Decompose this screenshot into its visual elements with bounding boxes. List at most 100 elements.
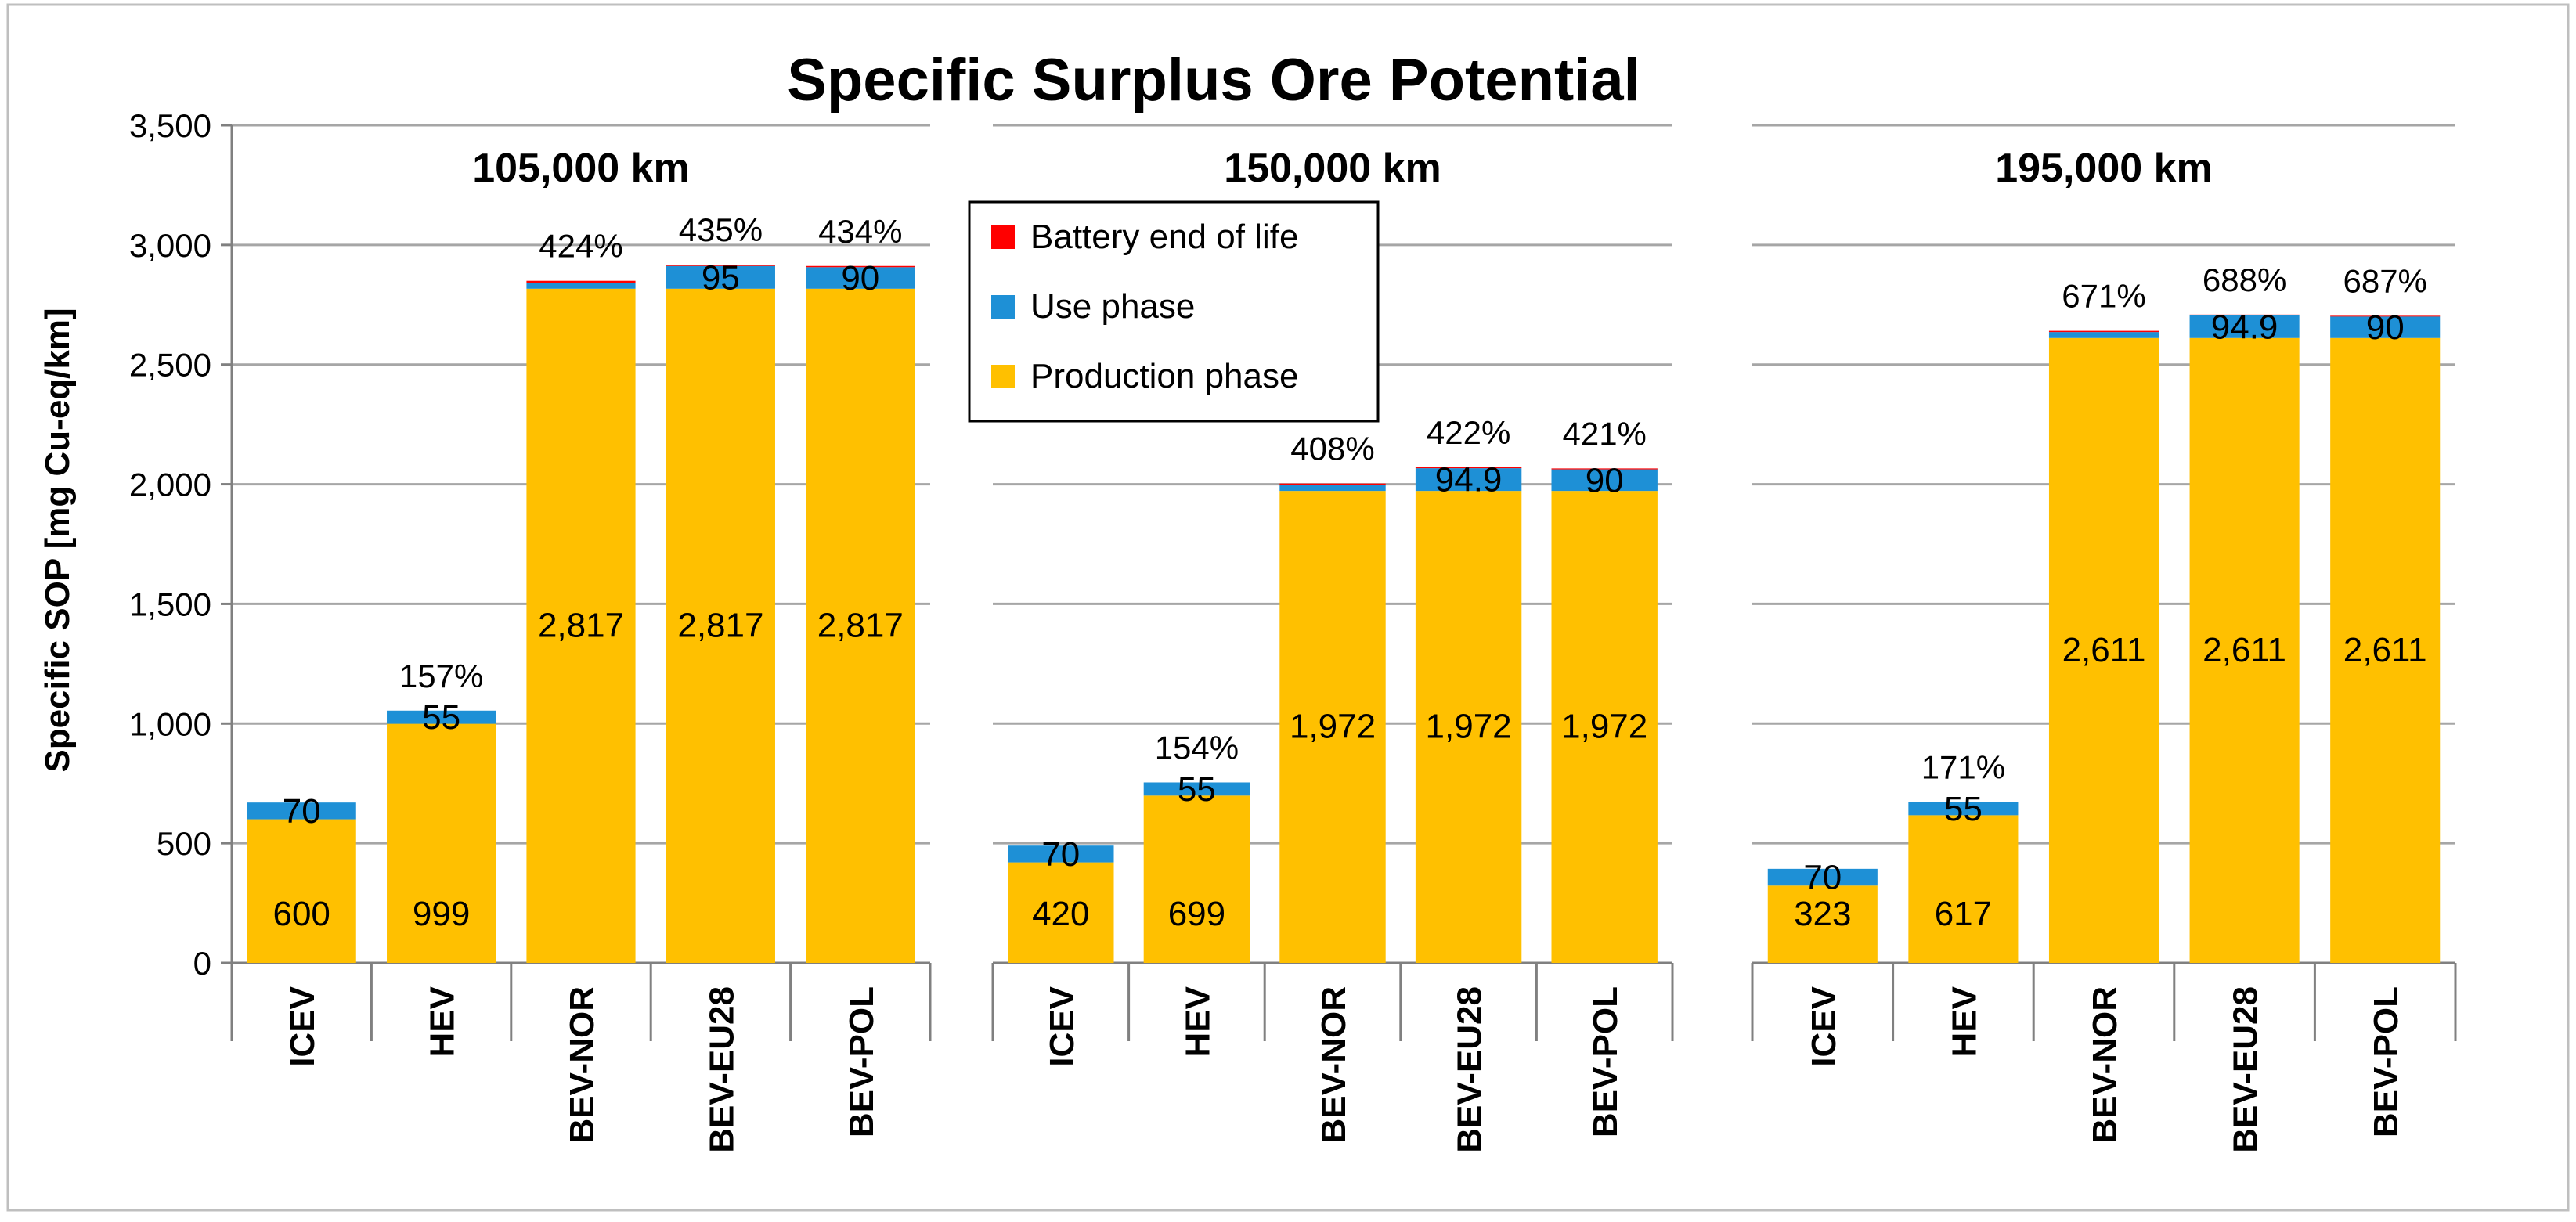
percentage-label: 408% bbox=[1290, 431, 1374, 467]
y-axis-label: Specific SOP [mg Cu-eq/km] bbox=[38, 308, 77, 772]
y-tick-label: 500 bbox=[157, 825, 211, 862]
bar-battery-end-of-life-bev-eu28 bbox=[666, 265, 775, 266]
bar-battery-end-of-life-bev-nor bbox=[2048, 330, 2159, 333]
data-label-production-phase: 617 bbox=[1935, 895, 1992, 933]
bar-use-phase-bev-eu28 bbox=[1415, 468, 1522, 492]
x-tick-label-bev-nor: BEV-NOR bbox=[1315, 986, 1353, 1143]
bar-use-phase-bev-pol bbox=[806, 267, 915, 289]
data-label-use-phase: 55 bbox=[1944, 790, 1983, 828]
bar-production-phase-bev-pol bbox=[806, 288, 915, 963]
bar-use-phase-hev bbox=[1908, 802, 2019, 816]
data-label-use-phase: 70 bbox=[283, 792, 321, 831]
data-label-production-phase: 420 bbox=[1032, 895, 1089, 933]
data-label-production-phase: 2,817 bbox=[538, 606, 624, 644]
chart-text: Specific Surplus Ore Potential Specific … bbox=[38, 47, 1640, 773]
data-label-use-phase: 55 bbox=[1178, 770, 1216, 809]
y-tick-label: 2,000 bbox=[129, 467, 211, 503]
bar-production-phase-hev bbox=[1908, 815, 2019, 963]
x-tick-label-bev-nor: BEV-NOR bbox=[563, 986, 601, 1143]
legend-swatch-production-phase bbox=[991, 365, 1015, 388]
y-tick-label: 3,500 bbox=[129, 107, 211, 144]
data-label-use-phase: 90 bbox=[2366, 308, 2405, 347]
bar-production-phase-icev bbox=[247, 819, 356, 963]
data-label-use-phase: 55 bbox=[422, 698, 460, 737]
bar-use-phase-bev-nor bbox=[526, 283, 636, 289]
x-tick-label-bev-pol: BEV-POL bbox=[2367, 986, 2405, 1137]
bar-production-phase-hev bbox=[387, 723, 496, 963]
x-tick-label-bev-pol: BEV-POL bbox=[842, 986, 881, 1137]
legend-label-production-phase: Production phase bbox=[1030, 357, 1298, 395]
percentage-label: 671% bbox=[2062, 278, 2145, 315]
data-label-production-phase: 2,611 bbox=[2062, 631, 2146, 669]
data-label-production-phase: 2,611 bbox=[2343, 631, 2427, 669]
bar-use-phase-bev-pol bbox=[2330, 316, 2441, 338]
legend-swatch-battery-end-of-life bbox=[991, 225, 1015, 249]
percentage-label: 435% bbox=[679, 211, 763, 248]
data-label-use-phase: 70 bbox=[1041, 835, 1080, 874]
data-labels: 105,000 km 600 70 ICEV 999 55 157% HEV 2,817 424%… bbox=[272, 146, 2426, 1153]
x-tick-label-icev: ICEV bbox=[1043, 986, 1081, 1066]
data-label-production-phase: 2,611 bbox=[2203, 631, 2286, 669]
bar-production-phase-icev bbox=[1767, 885, 1878, 963]
bar-battery-end-of-life-bev-pol bbox=[1551, 468, 1658, 470]
y-tick-label: 3,000 bbox=[129, 227, 211, 264]
x-tick-label-hev: HEV bbox=[1178, 986, 1217, 1057]
bar-production-phase-bev-nor bbox=[1279, 491, 1386, 963]
panel-title-2: 150,000 km bbox=[1224, 146, 1441, 191]
data-label-use-phase: 94.9 bbox=[2211, 308, 2278, 346]
bar-production-phase-bev-nor bbox=[526, 288, 636, 963]
percentage-label: 687% bbox=[2343, 262, 2426, 299]
bar-battery-end-of-life-bev-pol bbox=[2330, 315, 2441, 317]
data-label-production-phase: 600 bbox=[272, 895, 330, 933]
bar-production-phase-bev-pol bbox=[1551, 491, 1658, 963]
data-label-use-phase: 70 bbox=[1803, 859, 1842, 897]
percentage-label: 422% bbox=[1427, 414, 1510, 451]
bar-battery-end-of-life-bev-eu28 bbox=[1415, 467, 1522, 469]
data-label-use-phase: 94.9 bbox=[1435, 461, 1503, 499]
x-tick-label-hev: HEV bbox=[424, 986, 462, 1057]
legend-label-use-phase: Use phase bbox=[1030, 287, 1195, 326]
x-tick-label-bev-pol: BEV-POL bbox=[1586, 986, 1625, 1137]
data-label-use-phase: 90 bbox=[841, 259, 879, 297]
x-tick-label-bev-eu28: BEV-EU28 bbox=[2227, 986, 2265, 1153]
data-label-production-phase: 999 bbox=[413, 895, 470, 933]
x-tick-label-icev: ICEV bbox=[283, 986, 322, 1066]
x-tick-label-bev-eu28: BEV-EU28 bbox=[702, 986, 741, 1153]
bar-production-phase-bev-eu28 bbox=[2189, 337, 2300, 963]
panel-title-3: 195,000 km bbox=[1995, 146, 2213, 191]
data-label-use-phase: 95 bbox=[702, 258, 740, 297]
bar-use-phase-icev bbox=[1767, 868, 1878, 886]
bar-use-phase-bev-eu28 bbox=[666, 265, 775, 289]
data-label-production-phase: 1,972 bbox=[1426, 708, 1512, 746]
bar-production-phase-icev bbox=[1008, 862, 1114, 963]
y-tick-label: 1,500 bbox=[129, 586, 211, 622]
x-tick-label-hev: HEV bbox=[1945, 986, 1983, 1057]
bar-use-phase-hev bbox=[1143, 782, 1250, 796]
percentage-label: 154% bbox=[1155, 729, 1239, 766]
percentage-label: 171% bbox=[1921, 749, 2005, 786]
data-label-production-phase: 2,817 bbox=[677, 606, 763, 644]
x-tick-label-icev: ICEV bbox=[1805, 986, 1843, 1066]
data-label-production-phase: 699 bbox=[1168, 895, 1225, 933]
bar-production-phase-bev-eu28 bbox=[666, 288, 775, 963]
legend-box bbox=[968, 200, 1380, 423]
bar-use-phase-bev-nor bbox=[1279, 485, 1386, 492]
bar-use-phase-bev-nor bbox=[2048, 332, 2159, 338]
axes: 0 500 1,000 1,500 2,000 2,500 3,000 3,500 bbox=[129, 107, 2457, 1041]
y-tick-label: 1,000 bbox=[129, 705, 211, 742]
bars bbox=[247, 265, 2441, 963]
bar-battery-end-of-life-bev-pol bbox=[806, 265, 915, 268]
y-tick-label: 0 bbox=[193, 945, 211, 982]
bar-use-phase-icev bbox=[1008, 845, 1114, 863]
legend: Battery end of life Use phase Production p… bbox=[968, 200, 1380, 423]
x-tick-label-bev-nor: BEV-NOR bbox=[2086, 986, 2124, 1143]
bar-production-phase-bev-eu28 bbox=[1415, 491, 1522, 963]
panel-title-1: 105,000 km bbox=[472, 146, 690, 191]
x-tick-label-bev-eu28: BEV-EU28 bbox=[1451, 986, 1489, 1153]
bar-use-phase-bev-pol bbox=[1551, 469, 1658, 492]
bar-use-phase-hev bbox=[387, 710, 496, 724]
data-label-production-phase: 1,972 bbox=[1561, 708, 1647, 746]
bar-production-phase-bev-nor bbox=[2048, 337, 2159, 963]
